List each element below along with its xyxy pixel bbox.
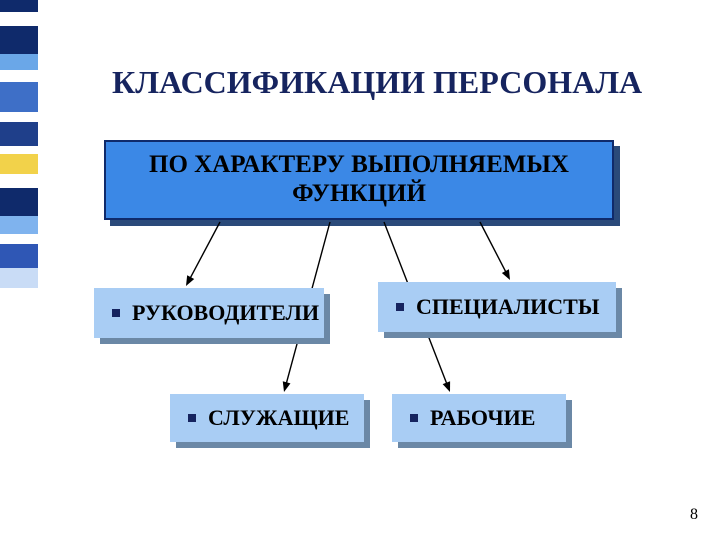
stripe: [0, 146, 38, 154]
stripe: [0, 70, 38, 82]
main-category-box: ПО ХАРАКТЕРУ ВЫПОЛНЯЕМЫХ ФУНКЦИЙ: [104, 140, 614, 220]
bullet-icon: [112, 309, 120, 317]
stripe: [0, 12, 38, 26]
category-box-spetsialisty: СПЕЦИАЛИСТЫ: [378, 282, 616, 332]
stripe: [0, 154, 38, 174]
main-box-line1: ПО ХАРАКТЕРУ ВЫПОЛНЯЕМЫХ: [149, 151, 569, 180]
stripe: [0, 112, 38, 122]
stripe: [0, 288, 38, 300]
stripe: [0, 244, 38, 268]
stripe: [0, 122, 38, 146]
stripe: [0, 54, 38, 70]
bullet-icon: [188, 414, 196, 422]
category-label: СЛУЖАЩИЕ: [208, 405, 349, 431]
stripe: [0, 268, 38, 288]
category-box-rukovoditeli: РУКОВОДИТЕЛИ: [94, 288, 324, 338]
bullet-icon: [410, 414, 418, 422]
slide-title: КЛАССИФИКАЦИИ ПЕРСОНАЛА: [112, 64, 642, 101]
left-accent-stripes: [0, 0, 38, 540]
category-label: РАБОЧИЕ: [430, 405, 535, 431]
category-box-sluzhashchie: СЛУЖАЩИЕ: [170, 394, 364, 442]
stripe: [0, 82, 38, 112]
stripe: [0, 216, 38, 234]
page-number: 8: [690, 506, 698, 524]
stripe: [0, 300, 38, 540]
stripe: [0, 0, 38, 12]
category-box-rabochie: РАБОЧИЕ: [392, 394, 566, 442]
bullet-icon: [396, 303, 404, 311]
stripe: [0, 26, 38, 54]
stripe: [0, 174, 38, 188]
category-label: РУКОВОДИТЕЛИ: [132, 300, 319, 326]
category-label: СПЕЦИАЛИСТЫ: [416, 294, 599, 320]
stripe: [0, 188, 38, 216]
stripe: [0, 234, 38, 244]
main-box-line2: ФУНКЦИЙ: [292, 180, 426, 209]
